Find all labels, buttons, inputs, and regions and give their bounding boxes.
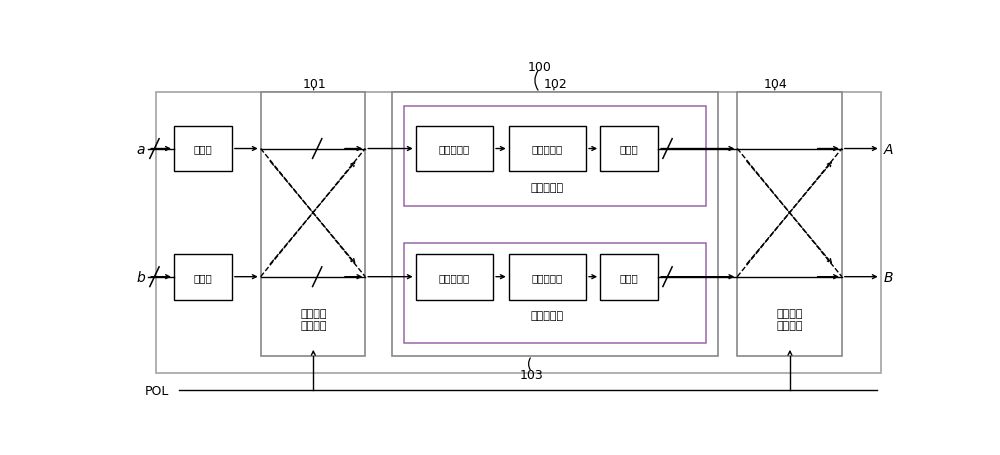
Text: 数模转换器: 数模转换器 [532,272,563,282]
Text: 缓存器: 缓存器 [193,144,212,154]
Bar [174,254,232,300]
Text: 第二通道
选择模块: 第二通道 选择模块 [777,308,803,330]
Text: 102: 102 [543,78,567,91]
Text: 缓存器: 缓存器 [193,272,212,282]
Bar [509,254,586,300]
Text: 负电压通道: 负电压通道 [531,311,564,321]
Bar [416,254,493,300]
Bar [600,126,658,172]
Bar [261,93,365,356]
Text: 101: 101 [303,78,327,91]
Text: 缓存器: 缓存器 [619,144,638,154]
Text: 第一通道
选择模块: 第一通道 选择模块 [300,308,327,330]
Text: 电平位移器: 电平位移器 [439,144,470,154]
Bar [404,244,706,344]
Text: B: B [884,270,893,284]
Bar [156,93,881,374]
Text: a: a [136,142,145,156]
Bar [737,93,842,356]
Bar [392,93,718,356]
Text: 100: 100 [528,61,552,73]
Text: 正电压通道: 正电压通道 [531,183,564,193]
Text: 缓存器: 缓存器 [619,272,638,282]
Text: 电平位移器: 电平位移器 [439,272,470,282]
Bar [404,107,706,207]
Text: b: b [136,270,145,284]
Bar [600,254,658,300]
Text: POL: POL [144,384,169,397]
Text: A: A [884,142,893,156]
Text: 104: 104 [764,78,788,91]
Bar [416,126,493,172]
Bar [509,126,586,172]
Text: 103: 103 [520,369,544,382]
Bar [174,126,232,172]
Text: 数模转换器: 数模转换器 [532,144,563,154]
